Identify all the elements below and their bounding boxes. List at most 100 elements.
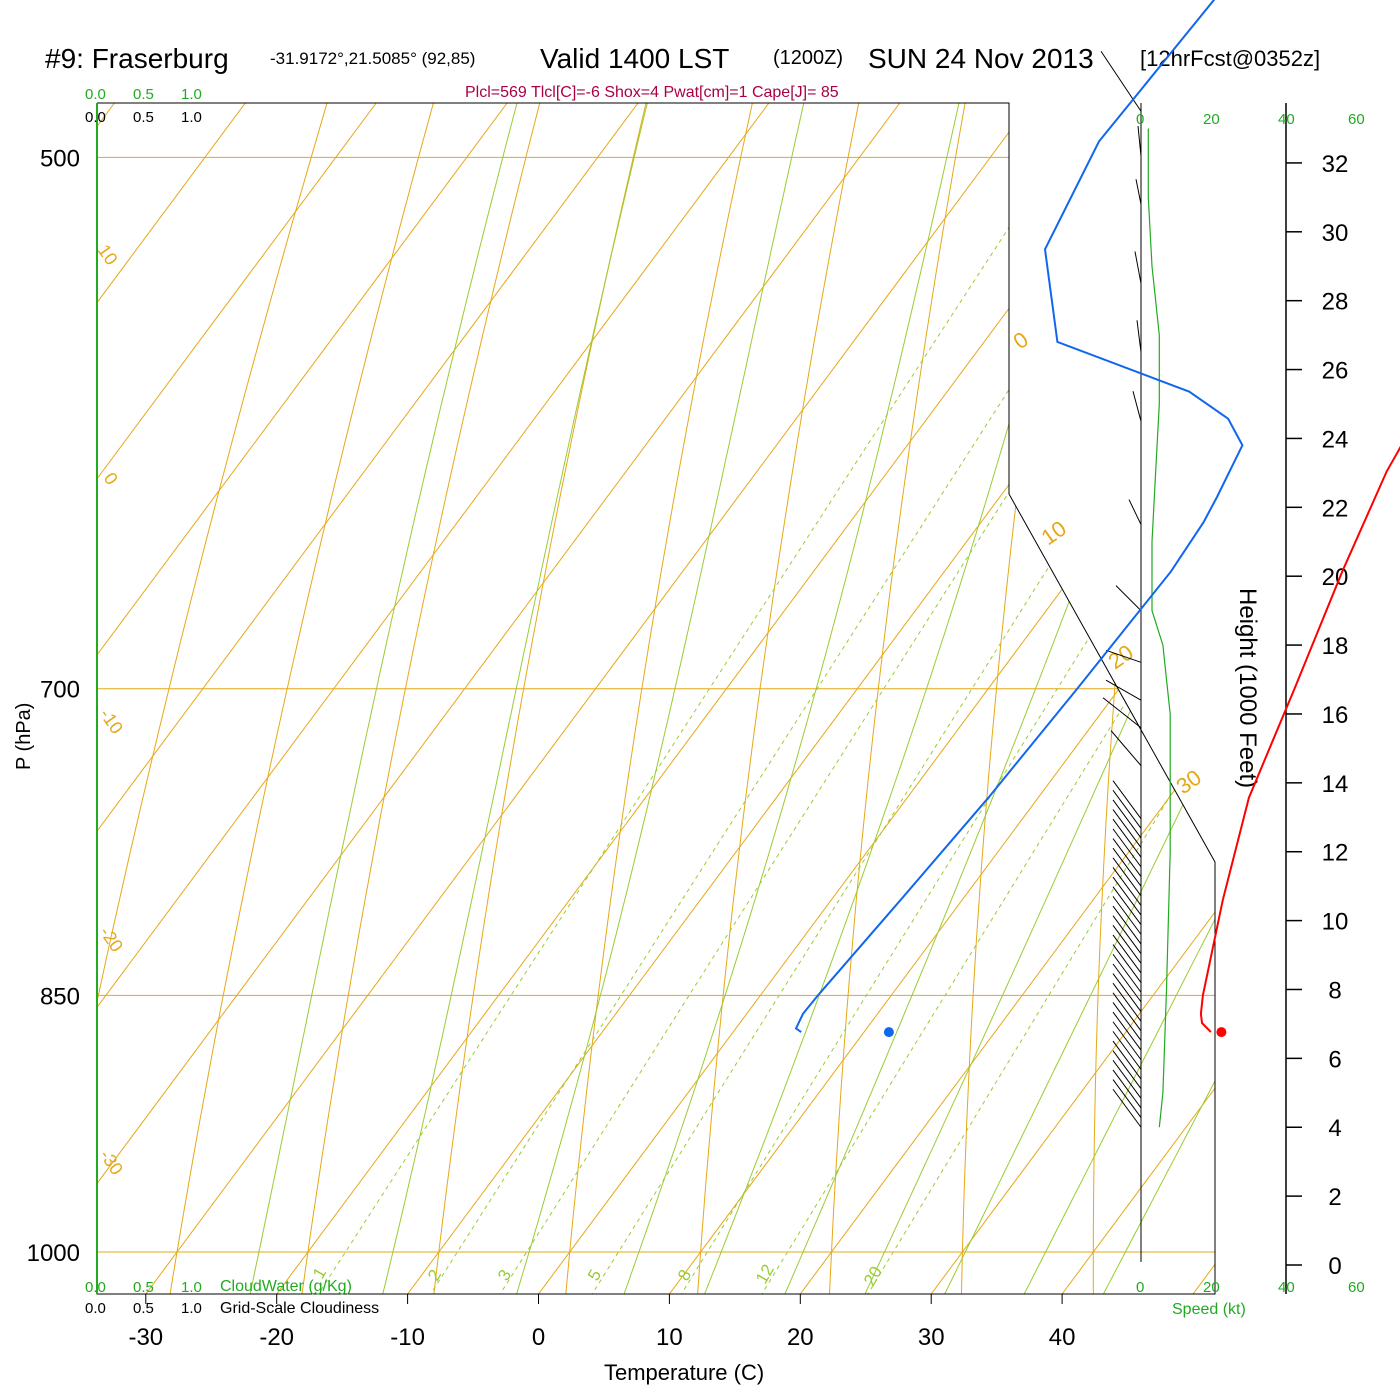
height-tick-label: 26 bbox=[1322, 358, 1349, 385]
wind-barb bbox=[1135, 179, 1142, 205]
station-title: #9: Fraserburg bbox=[45, 43, 229, 74]
isotherm-line bbox=[145, 103, 1032, 1294]
wind-barb bbox=[1112, 886, 1142, 926]
pressure-tick-label: 850 bbox=[40, 983, 80, 1010]
height-tick-label: 14 bbox=[1322, 771, 1349, 798]
wind-barb bbox=[1112, 1079, 1142, 1118]
mixing-ratio-label: 3 bbox=[494, 1266, 515, 1284]
cloud-tick-green: 0.5 bbox=[133, 1279, 154, 1296]
isotherm-label: 0 bbox=[100, 469, 122, 489]
dry-adiabat-line bbox=[960, 103, 1215, 1294]
moist-adiabat-line bbox=[605, 103, 1213, 1294]
dry-adiabat-line bbox=[560, 103, 1048, 1294]
cloud-scale-top: 0.0 0.5 1.0 0.0 0.5 1.0 bbox=[85, 86, 202, 126]
x-tick-label: 20 bbox=[787, 1324, 814, 1351]
stability-indices: Plcl=569 Tlcl[C]=-6 Shox=4 Pwat[cm]=1 Ca… bbox=[465, 84, 839, 101]
dry-adiabat-line bbox=[694, 103, 1135, 1294]
wind-barb bbox=[1112, 896, 1142, 935]
isotherm-label: 0 bbox=[1009, 327, 1033, 355]
valid-date: SUN 24 Nov 2013 bbox=[868, 43, 1094, 74]
x-tick-label: -20 bbox=[259, 1324, 294, 1351]
dry-adiabat-line bbox=[427, 103, 961, 1294]
isotherm-line bbox=[668, 103, 1215, 1294]
height-tick-label: 8 bbox=[1328, 977, 1341, 1004]
dewpoint-line bbox=[794, 0, 1244, 1033]
isotherm-line bbox=[799, 103, 1215, 1294]
wind-barb bbox=[1112, 1040, 1142, 1080]
isotherm-line bbox=[1061, 103, 1215, 1294]
speed-tick: 60 bbox=[1348, 1279, 1365, 1296]
wind-barb bbox=[1112, 828, 1142, 868]
height-tick-label: 6 bbox=[1328, 1046, 1341, 1073]
wind-barb bbox=[1100, 50, 1142, 112]
wind-barb bbox=[1115, 585, 1142, 611]
wind-barb bbox=[1112, 857, 1142, 897]
x-tick-label: 30 bbox=[918, 1324, 945, 1351]
pressure-tick-label: 500 bbox=[40, 145, 80, 172]
speed-tick: 20 bbox=[1203, 111, 1220, 128]
isotherm-line bbox=[407, 103, 1215, 1294]
temperature-line bbox=[1199, 445, 1400, 1033]
height-tick-label: 28 bbox=[1322, 289, 1349, 316]
isotherm-line bbox=[97, 103, 770, 1294]
height-tick-label: 2 bbox=[1328, 1184, 1341, 1211]
wind-barb bbox=[1137, 125, 1142, 157]
height-tick-label: 12 bbox=[1322, 840, 1349, 867]
cloud-tick-green: 0.5 bbox=[133, 86, 154, 103]
height-tick-label: 4 bbox=[1328, 1115, 1341, 1142]
mixing-ratio-line bbox=[649, 103, 1215, 1294]
dry-adiabat-line bbox=[294, 103, 874, 1294]
temperature-tick-labels: -30 -20 -10 0 10 20 30 40 bbox=[128, 1294, 1075, 1351]
cloud-tick-black: 1.0 bbox=[181, 1300, 202, 1317]
wind-barb bbox=[1112, 1088, 1142, 1128]
wind-barb bbox=[1112, 905, 1142, 945]
wind-barb bbox=[1112, 925, 1142, 964]
x-tick-label: -30 bbox=[128, 1324, 163, 1351]
moist-adiabat-lines bbox=[239, 103, 1215, 1294]
wind-barb bbox=[1112, 838, 1142, 877]
moist-adiabat-line bbox=[369, 103, 944, 1294]
cloud-tick-green: 0.0 bbox=[85, 86, 106, 103]
wind-barb bbox=[1112, 790, 1142, 829]
wind-barb bbox=[1112, 876, 1142, 916]
x-tick-label: 0 bbox=[532, 1324, 545, 1351]
wind-barb bbox=[1112, 799, 1142, 839]
isobar-lines bbox=[97, 156, 1215, 1253]
cloud-tick-black: 0.5 bbox=[133, 1300, 154, 1317]
speed-tick: 0 bbox=[1136, 111, 1144, 128]
cloud-tick-green: 1.0 bbox=[181, 1279, 202, 1296]
wind-barb bbox=[1112, 809, 1142, 848]
forecast-info: [12hrFcst@0352z] bbox=[1140, 46, 1320, 71]
moist-adiabat-line bbox=[500, 103, 1076, 1294]
isotherm-label: -10 bbox=[96, 705, 127, 738]
wind-barb bbox=[1112, 963, 1142, 1003]
isotherm-line bbox=[97, 103, 901, 1294]
dry-adiabat-line bbox=[1348, 0, 1400, 1344]
cloud-tick-green: 1.0 bbox=[181, 86, 202, 103]
isotherm-line bbox=[97, 103, 508, 1294]
wind-barb bbox=[1112, 1050, 1142, 1089]
speed-tick: 20 bbox=[1203, 1279, 1220, 1296]
wind-barb bbox=[1112, 934, 1142, 974]
isotherm-line bbox=[97, 103, 246, 1294]
height-tick-label: 10 bbox=[1322, 909, 1349, 936]
isotherm-line bbox=[276, 103, 1163, 1294]
wind-barb bbox=[1136, 320, 1142, 353]
cloudwater-label: CloudWater (g/Kg) bbox=[220, 1278, 352, 1295]
wind-barb bbox=[1112, 992, 1142, 1032]
isotherm-lines bbox=[97, 103, 1215, 1294]
wind-barb bbox=[1112, 953, 1142, 993]
wind-barb bbox=[1112, 1069, 1142, 1109]
wind-barb bbox=[1112, 780, 1142, 819]
height-axis-label: Height (1000 Feet) bbox=[1234, 588, 1261, 788]
height-tick-label: 30 bbox=[1322, 220, 1349, 247]
isotherm-line bbox=[538, 103, 1215, 1294]
height-tick-label: 32 bbox=[1322, 151, 1349, 178]
wind-speed-line bbox=[1147, 128, 1171, 1128]
moist-adiabat-line bbox=[1076, 103, 1215, 1294]
height-tick-label: 16 bbox=[1322, 702, 1349, 729]
wind-barb bbox=[1110, 730, 1142, 766]
isotherm-line bbox=[97, 103, 377, 1294]
